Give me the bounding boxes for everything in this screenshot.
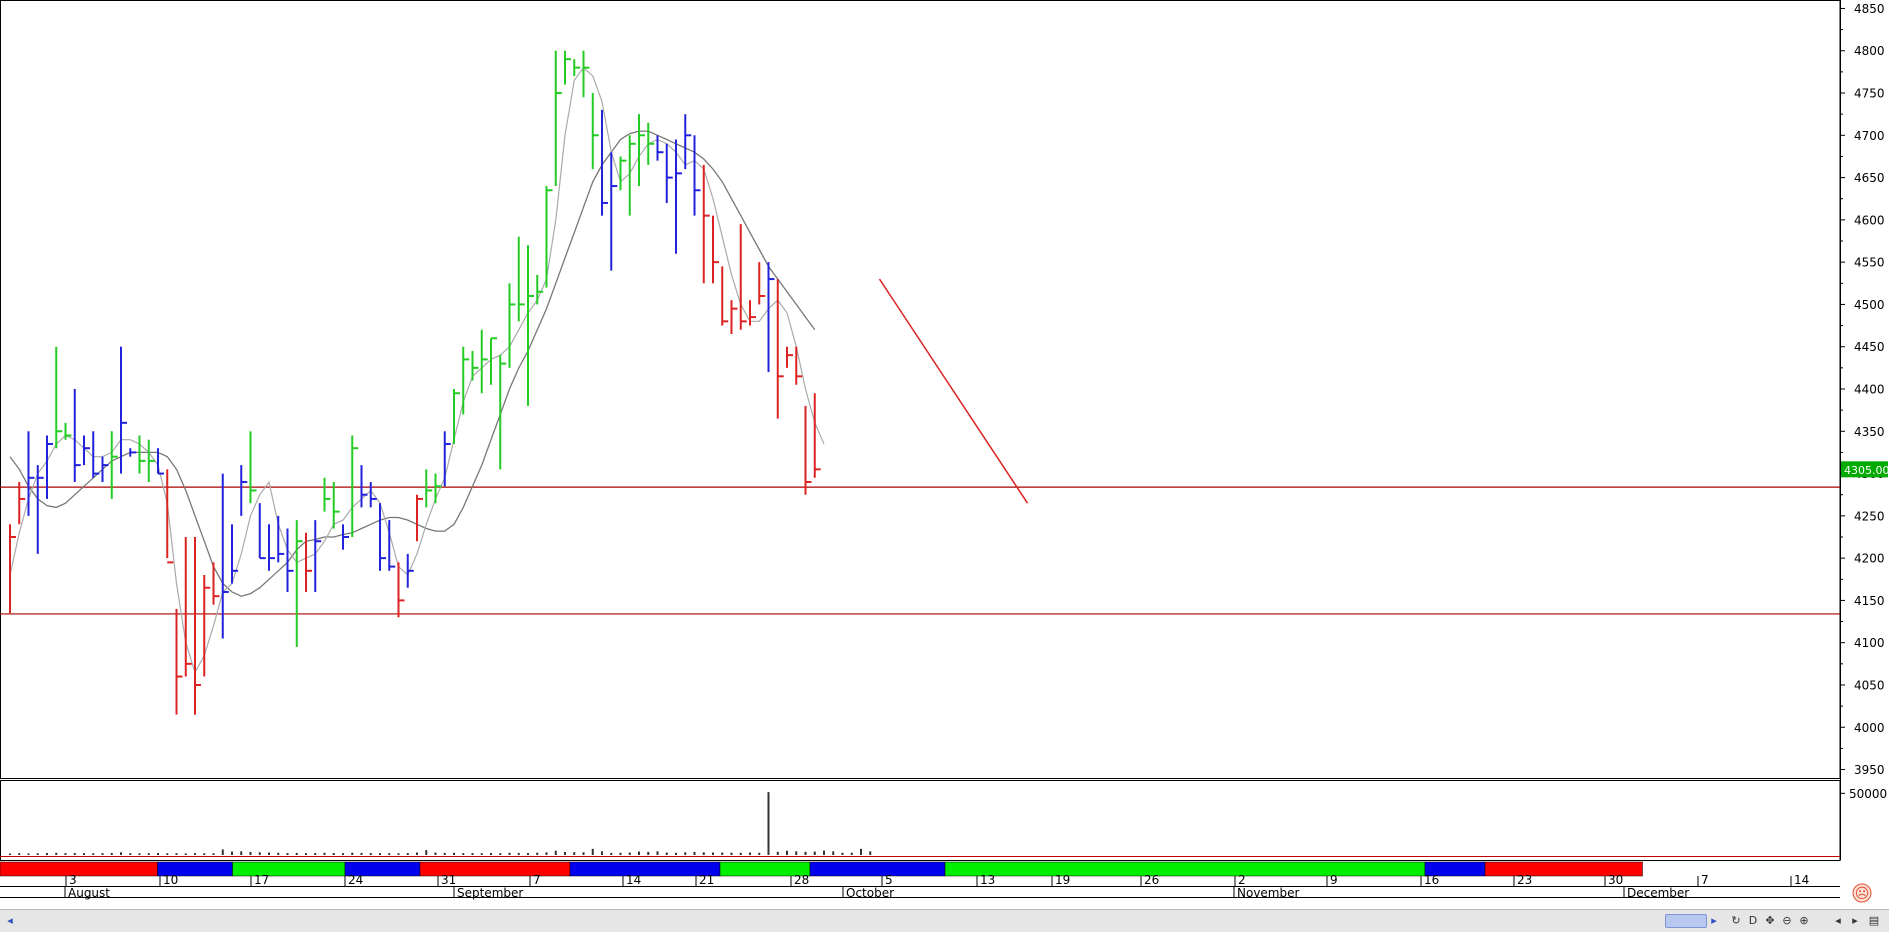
price-tick-label: 4400 — [1854, 383, 1885, 397]
month-label: August — [68, 886, 110, 900]
price-axis: 3950400040504100415042004250430043504400… — [1840, 0, 1885, 860]
price-tick-label: 4800 — [1854, 44, 1885, 58]
fast-moving-average-line — [9, 66, 825, 674]
day-tick-label: 2 — [1238, 873, 1246, 887]
price-tick-label: 4850 — [1854, 2, 1885, 16]
day-tick-label: 13 — [980, 873, 995, 887]
day-tick-label: 23 — [1517, 873, 1532, 887]
horizontal-scroll-thumb[interactable] — [1665, 914, 1707, 928]
day-tick-label: 7 — [533, 873, 541, 887]
day-tick-label: 14 — [1794, 873, 1809, 887]
menu-icon[interactable]: ▤ — [1868, 914, 1880, 927]
price-tick-label: 4500 — [1854, 298, 1885, 312]
day-tick-label: 9 — [1330, 873, 1338, 887]
slow-moving-average-line — [9, 130, 816, 597]
month-label: December — [1627, 886, 1689, 900]
volume-tick-label: 50000 — [1849, 787, 1887, 801]
price-tick-label: 4100 — [1854, 636, 1885, 650]
price-tick-label: 4350 — [1854, 425, 1885, 439]
moving-averages — [9, 66, 825, 674]
chart-background — [0, 0, 1889, 909]
condition-strip — [0, 861, 1643, 877]
condition-segment-down — [0, 861, 158, 877]
day-tick-label: 30 — [1608, 873, 1623, 887]
day-tick-label: 3 — [69, 873, 77, 887]
price-tick-label: 4150 — [1854, 594, 1885, 608]
condition-segment-down — [1484, 861, 1643, 877]
last-price-label: 4305.000 — [1844, 464, 1889, 477]
price-tick-label: 4650 — [1854, 171, 1885, 185]
next-icon[interactable]: ▸ — [1852, 914, 1858, 927]
price-chart[interactable]: 3950400040504100415042004250430043504400… — [0, 0, 1889, 909]
day-tick-label: 31 — [441, 873, 456, 887]
crosshair-icon[interactable]: ✥ — [1765, 914, 1775, 927]
day-tick-label: 21 — [699, 873, 714, 887]
day-tick-label: 16 — [1424, 873, 1439, 887]
price-tick-label: 4550 — [1854, 256, 1885, 270]
price-tick-label: 4600 — [1854, 213, 1885, 227]
condition-segment-neutral — [569, 861, 721, 877]
price-tick-label: 4450 — [1854, 340, 1885, 354]
down-trendline — [878, 278, 1029, 504]
volume-axis: 50000 — [1840, 787, 1887, 801]
price-tick-label: 4250 — [1854, 509, 1885, 523]
price-tick-label: 3950 — [1854, 763, 1885, 777]
time-axis: 3 10 17 24 31 7 14 21 28 5 13 19 26 2 9 16 23 30 7 14 August… — [64, 873, 1809, 900]
month-label: November — [1237, 886, 1299, 900]
day-tick-label: 14 — [626, 873, 641, 887]
status-bar: ◂ ▸ ↻ D ✥ ⊖ ⊕ ◂ ▸ ▤ — [0, 909, 1889, 932]
price-tick-label: 4200 — [1854, 552, 1885, 566]
ohlc-bars — [9, 50, 821, 715]
zoom-out-icon[interactable]: ⊖ — [1782, 914, 1792, 927]
status-smiley[interactable]: ☹ — [1852, 883, 1872, 903]
daily-period-button[interactable]: D — [1748, 914, 1758, 927]
day-tick-label: 19 — [1055, 873, 1070, 887]
day-tick-label: 24 — [348, 873, 363, 887]
day-tick-label: 5 — [885, 873, 893, 887]
day-tick-label: 7 — [1701, 873, 1709, 887]
trendline[interactable] — [878, 278, 1029, 504]
scroll-left-icon[interactable]: ◂ — [7, 914, 13, 927]
condition-segment-neutral — [809, 861, 946, 877]
support-lines[interactable] — [0, 486, 1840, 615]
month-label: September — [457, 886, 523, 900]
day-tick-label: 10 — [163, 873, 178, 887]
day-tick-label: 28 — [794, 873, 809, 887]
price-tick-label: 4050 — [1854, 678, 1885, 692]
condition-segment-up — [944, 861, 1426, 877]
month-label: October — [846, 886, 894, 900]
last-price-box — [1841, 461, 1888, 478]
smiley-icon: ☹ — [1855, 886, 1870, 902]
zoom-in-icon[interactable]: ⊕ — [1799, 914, 1809, 927]
previous-icon[interactable]: ◂ — [1835, 914, 1841, 927]
price-tick-label: 4000 — [1854, 721, 1885, 735]
day-tick-label: 17 — [254, 873, 269, 887]
volume-bars — [0, 792, 1840, 857]
refresh-icon[interactable]: ↻ — [1731, 914, 1741, 927]
price-tick-label: 4750 — [1854, 87, 1885, 101]
last-price-marker: 4305.000 — [1841, 461, 1889, 478]
price-tick-label: 4700 — [1854, 129, 1885, 143]
scroll-right-icon[interactable]: ▸ — [1711, 914, 1717, 927]
condition-segment-up — [232, 861, 346, 877]
day-tick-label: 26 — [1144, 873, 1159, 887]
